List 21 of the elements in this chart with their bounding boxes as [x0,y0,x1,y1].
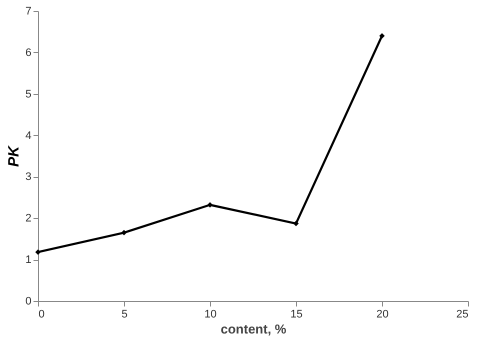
x-tick-label: 25 [456,308,468,320]
x-tick-label: 0 [38,308,45,320]
y-tick-label: 4 [25,130,32,142]
x-tick-label: 15 [290,308,303,320]
y-tick-label: 3 [25,171,32,184]
x-tick-label: 5 [121,308,128,320]
y-tick-label: 0 [25,296,32,308]
x-tick-label: 10 [204,308,217,320]
y-tick-label: 1 [25,254,32,266]
y-axis-title: PK [5,144,22,167]
x-tick-label: 20 [376,308,389,320]
y-tick-label: 5 [25,88,32,100]
y-tick-label: 6 [25,46,32,59]
point [35,249,41,255]
y-tick-label: 2 [25,212,32,225]
point [293,220,299,226]
point [207,202,213,208]
y-tick-label: 7 [25,6,32,18]
x-axis-title: content, % [220,322,287,336]
point [379,33,385,39]
point [121,230,127,236]
